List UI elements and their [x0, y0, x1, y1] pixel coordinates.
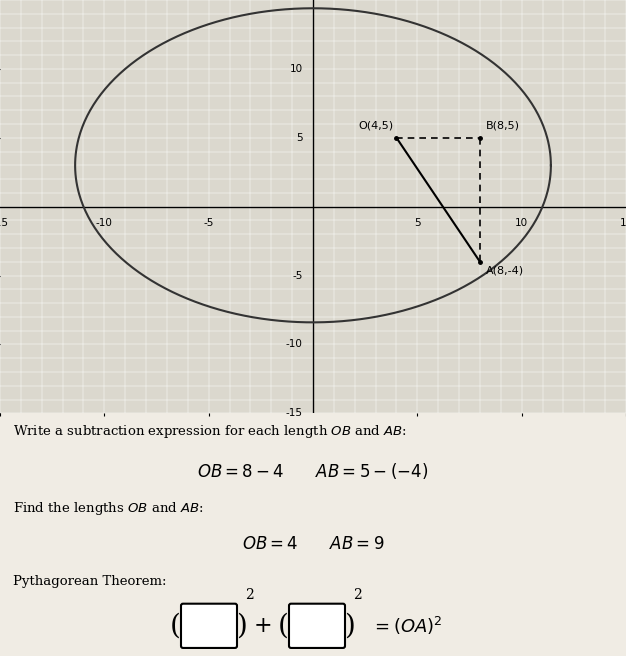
Text: 10: 10	[515, 218, 528, 228]
Text: ): )	[344, 612, 354, 640]
Text: -5: -5	[203, 218, 214, 228]
Text: (: (	[277, 612, 289, 640]
Text: O(4,5): O(4,5)	[358, 121, 393, 131]
FancyBboxPatch shape	[289, 604, 345, 648]
Text: -15: -15	[0, 218, 9, 228]
Text: Find the lengths $OB$ and $AB$:: Find the lengths $OB$ and $AB$:	[13, 500, 203, 517]
Text: ): )	[235, 612, 247, 640]
Text: -10: -10	[96, 218, 113, 228]
Text: A(8,-4): A(8,-4)	[486, 266, 525, 276]
Text: 5: 5	[296, 133, 302, 143]
Text: -15: -15	[285, 408, 302, 419]
Text: 5: 5	[414, 218, 421, 228]
Text: $OB = 8-4 \quad\quad AB = 5-(-4)$: $OB = 8-4 \quad\quad AB = 5-(-4)$	[197, 461, 429, 480]
Text: +: +	[254, 615, 272, 637]
Text: $OB = 4 \quad\quad AB = 9$: $OB = 4 \quad\quad AB = 9$	[242, 536, 384, 553]
Text: 2: 2	[245, 588, 254, 602]
Text: Pythagorean Theorem:: Pythagorean Theorem:	[13, 575, 166, 588]
Text: Write a subtraction expression for each length $OB$ and $AB$:: Write a subtraction expression for each …	[13, 423, 406, 440]
Text: 2: 2	[352, 588, 361, 602]
Text: -10: -10	[285, 339, 302, 350]
Text: (: (	[170, 612, 180, 640]
Text: 10: 10	[289, 64, 302, 74]
Text: -5: -5	[292, 270, 302, 281]
Text: B(8,5): B(8,5)	[486, 121, 520, 131]
Text: $= (OA)^2$: $= (OA)^2$	[371, 615, 443, 637]
Text: 15: 15	[619, 218, 626, 228]
FancyBboxPatch shape	[181, 604, 237, 648]
